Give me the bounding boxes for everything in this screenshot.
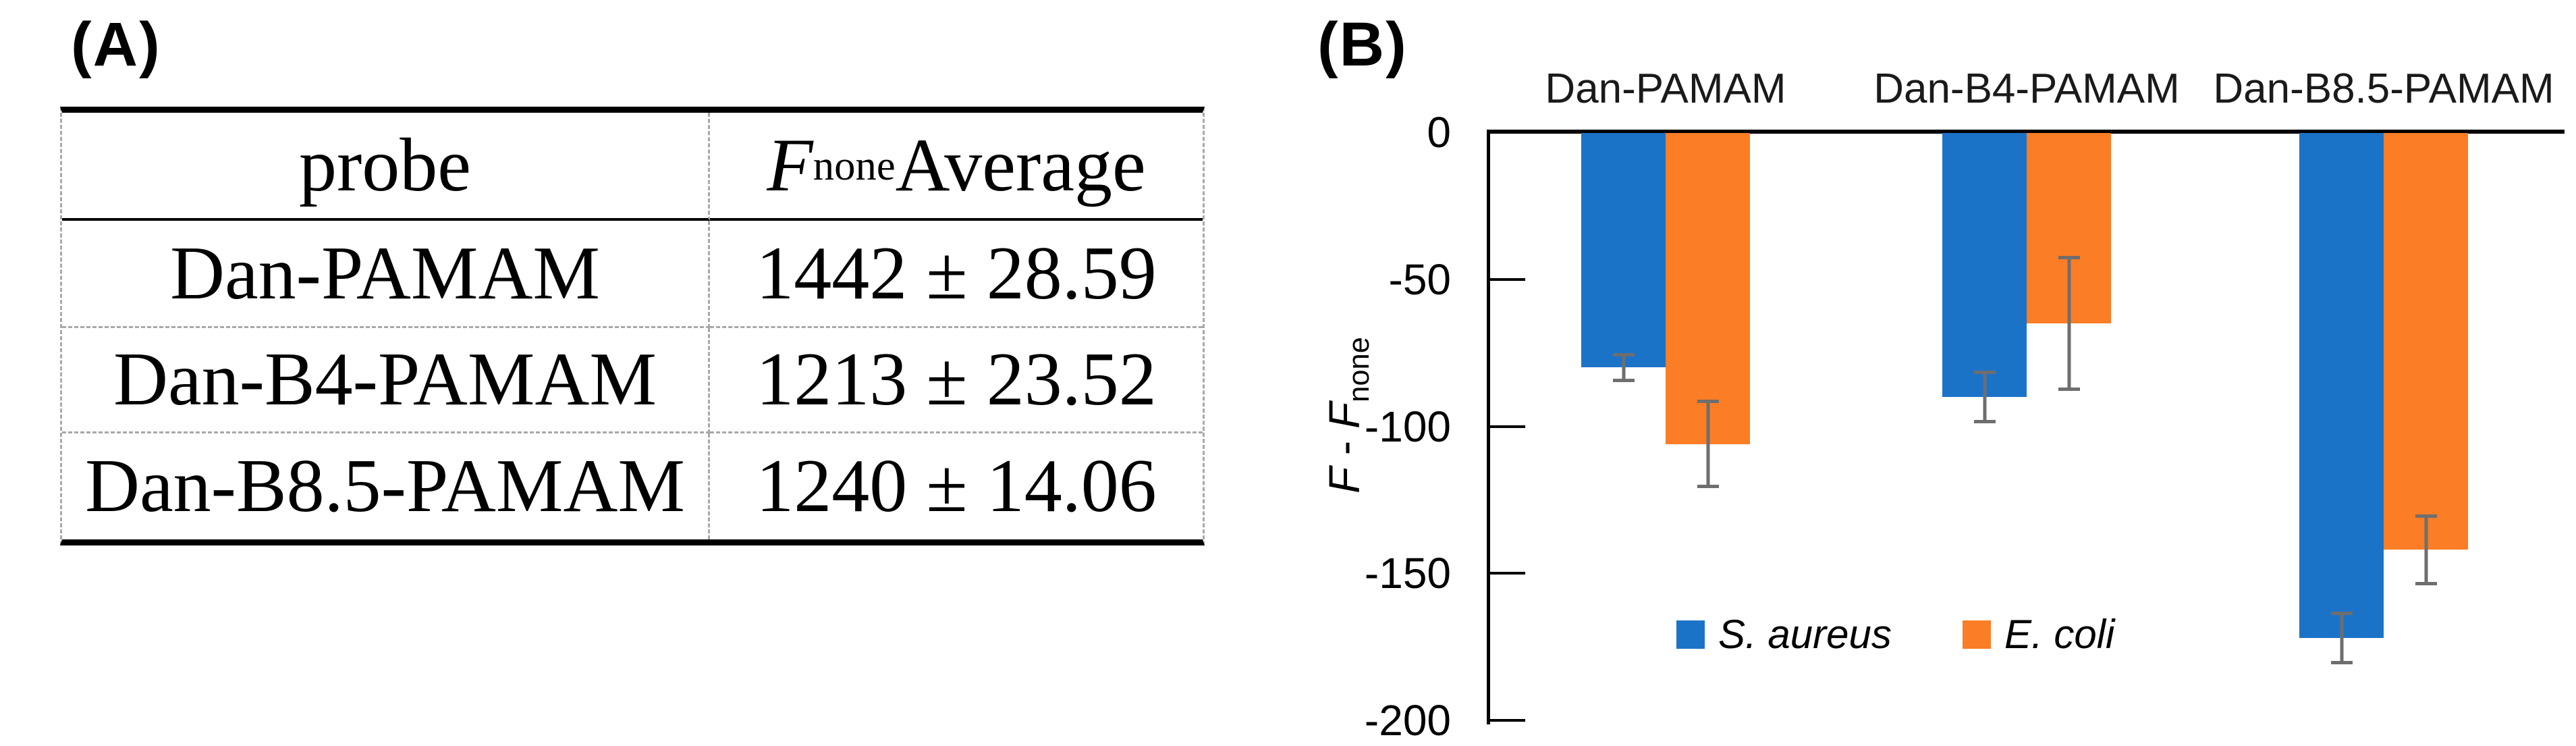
- y-tick-label: 0: [1427, 108, 1451, 157]
- y-tick-label: -200: [1364, 696, 1451, 745]
- table-row-probe: Dan-B4-PAMAM: [62, 328, 710, 433]
- error-bar: [2330, 611, 2353, 665]
- fnone-subscript: none: [1342, 337, 1375, 402]
- error-bar-stem: [2424, 518, 2428, 582]
- zero-baseline: [1487, 130, 2565, 134]
- y-tick: [1490, 277, 1525, 281]
- table-header-probe: probe: [62, 113, 710, 221]
- f-symbol: F: [1320, 467, 1369, 494]
- bar-s-aureus: [1581, 133, 1666, 368]
- error-bar-stem: [1706, 403, 1709, 485]
- panel-b-label: (B): [1317, 10, 1408, 79]
- table-row-value: 1240 ± 14.06: [756, 444, 1157, 528]
- error-bar: [2415, 514, 2437, 585]
- error-bar-stem: [1983, 373, 1986, 421]
- category-label: Dan-B8.5-PAMAM: [2213, 65, 2554, 112]
- y-axis-line: [1487, 130, 1490, 724]
- category-label: Dan-PAMAM: [1545, 65, 1786, 112]
- error-bar-stem: [2340, 614, 2343, 662]
- error-bar-stem: [2067, 259, 2071, 388]
- average-label: Average: [895, 123, 1146, 207]
- legend-item-s-aureus: S. aureus: [1676, 611, 1892, 658]
- legend-swatch-s-aureus: [1676, 620, 1705, 649]
- y-tick-label: -150: [1364, 549, 1451, 598]
- y-tick-label: -50: [1388, 255, 1452, 304]
- error-bar: [1973, 370, 1996, 424]
- error-bar-stem: [1622, 356, 1625, 379]
- legend-label-e-coli: E. coli: [2004, 612, 2115, 657]
- legend-item-e-coli: E. coli: [1963, 611, 2114, 658]
- bar-e-coli: [1666, 133, 1750, 444]
- bar-s-aureus: [1942, 133, 2027, 397]
- error-bar: [1697, 400, 1719, 488]
- category-label: Dan-B4-PAMAM: [1873, 65, 2180, 112]
- table-row-value: 1213 ± 23.52: [710, 328, 1203, 433]
- legend-swatch-e-coli: [1963, 620, 1991, 649]
- y-tick-label: -100: [1364, 402, 1451, 451]
- legend-label-s-aureus: S. aureus: [1718, 612, 1892, 657]
- bar-e-coli: [2384, 133, 2468, 550]
- y-tick: [1490, 572, 1525, 575]
- error-bar: [1612, 352, 1635, 383]
- panel-a-label: (A): [71, 10, 161, 79]
- table-row-probe: Dan-B8.5-PAMAM: [62, 433, 710, 539]
- error-bar: [2058, 255, 2080, 392]
- y-tick: [1490, 425, 1525, 428]
- table-row-value: 1442 ± 28.59: [710, 221, 1203, 328]
- y-tick: [1490, 719, 1525, 722]
- table-row-probe: Dan-PAMAM: [62, 221, 710, 328]
- bar-s-aureus: [2299, 133, 2384, 639]
- fnone-symbol: F: [767, 123, 813, 207]
